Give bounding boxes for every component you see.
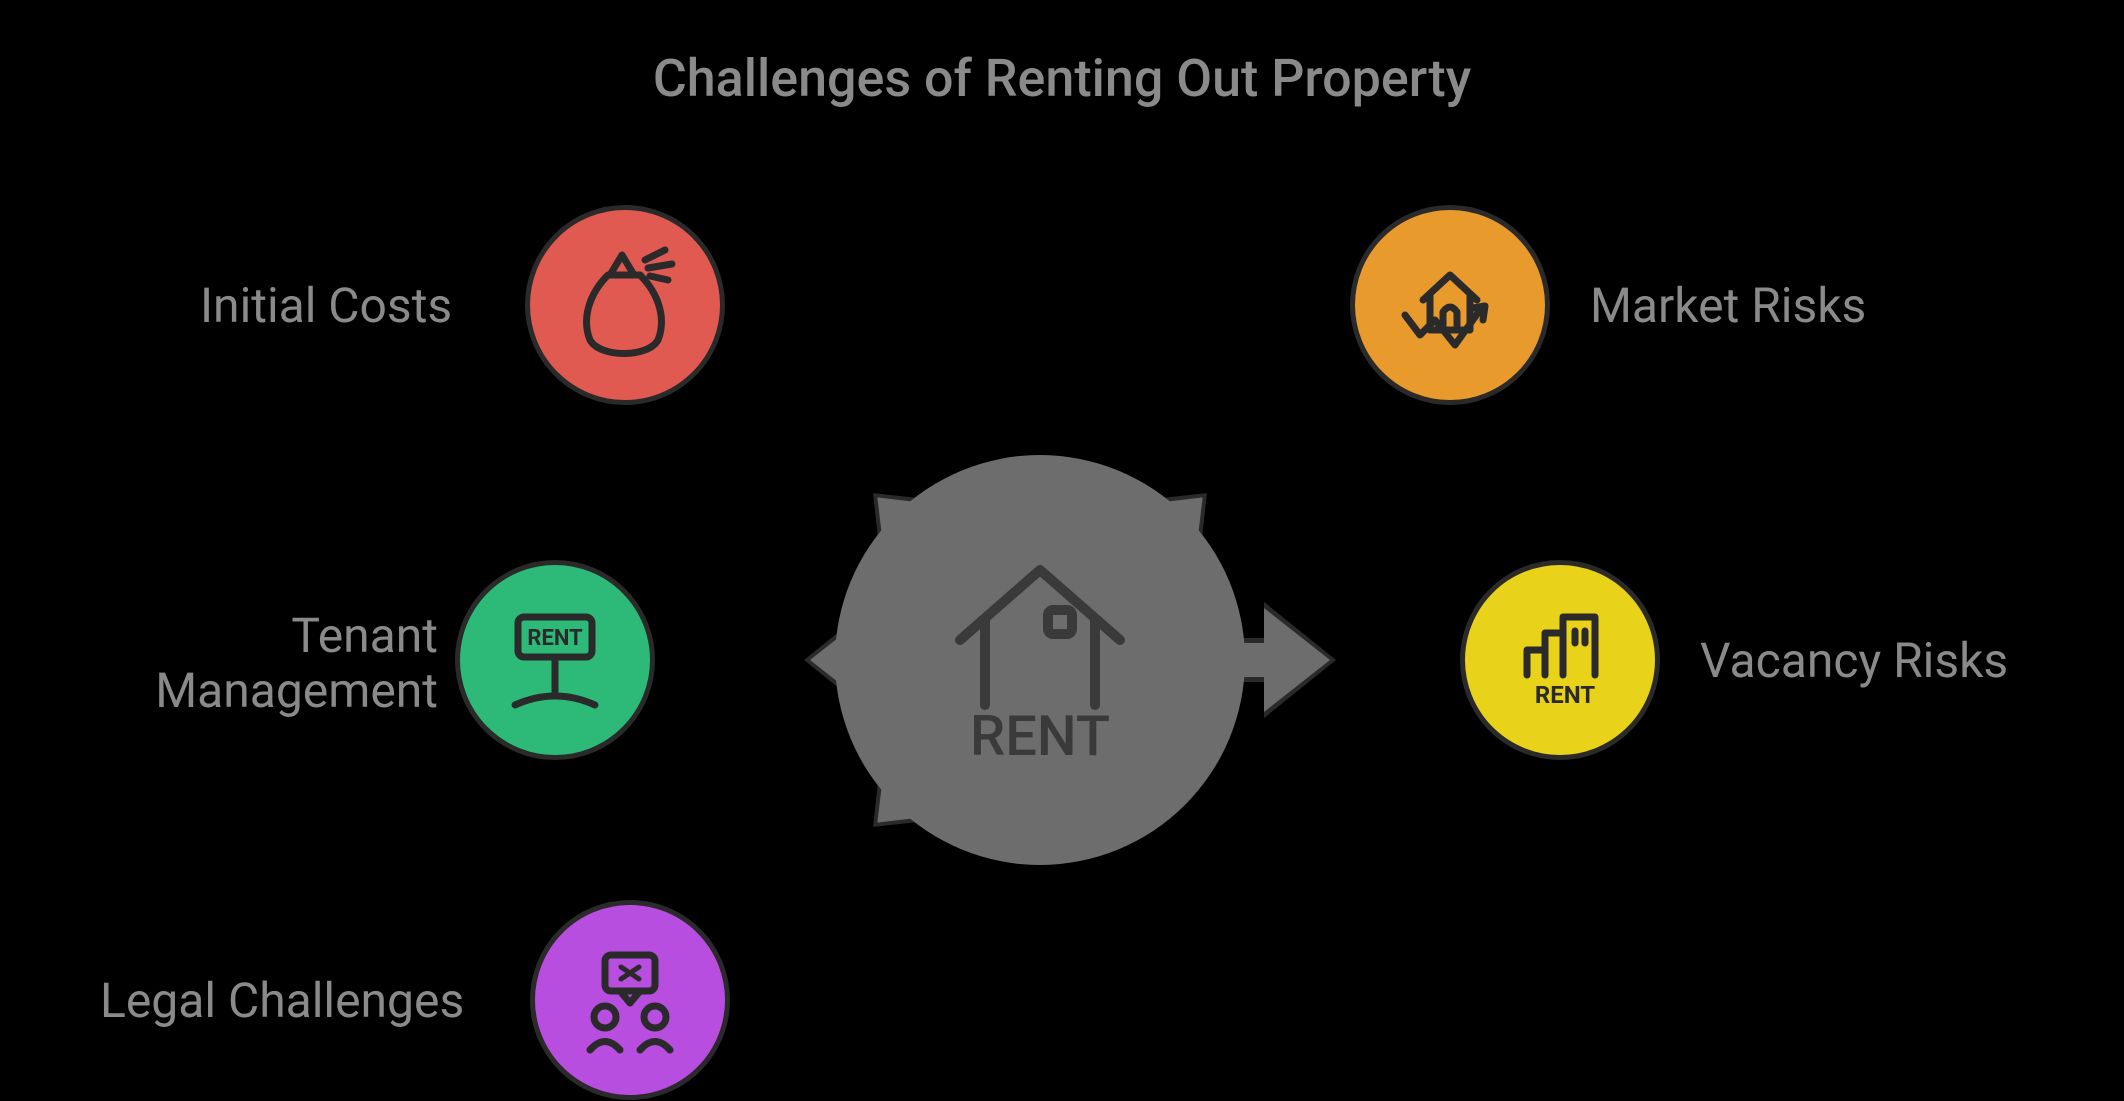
- initial-costs-node: [525, 205, 725, 405]
- tenant-management-label: TenantManagement: [118, 608, 438, 718]
- svg-text:RENT: RENT: [527, 626, 583, 651]
- building-rent-icon: RENT: [1495, 595, 1625, 725]
- legal-icon: [565, 935, 695, 1065]
- svg-text:RENT: RENT: [970, 703, 1110, 769]
- legal-challenges-node: [530, 900, 730, 1100]
- money-bag-icon: [560, 240, 690, 370]
- svg-text:RENT: RENT: [1535, 681, 1595, 709]
- diagram-canvas: Challenges of Renting Out Property RENT …: [0, 0, 2124, 1101]
- house-rent-icon: RENT: [910, 530, 1170, 790]
- legal-challenges-label: Legal Challenges: [100, 973, 464, 1028]
- market-risks-label: Market Risks: [1590, 278, 1866, 333]
- initial-costs-label: Initial Costs: [200, 278, 452, 333]
- market-house-icon: [1385, 240, 1515, 370]
- market-risks-node: [1350, 205, 1550, 405]
- tenant-management-node: RENT: [455, 560, 655, 760]
- center-node: RENT: [835, 455, 1245, 865]
- vacancy-risks-label: Vacancy Risks: [1700, 633, 2008, 688]
- vacancy-risks-node: RENT: [1460, 560, 1660, 760]
- rent-sign-icon: RENT: [490, 595, 620, 725]
- diagram-title: Challenges of Renting Out Property: [0, 48, 2124, 109]
